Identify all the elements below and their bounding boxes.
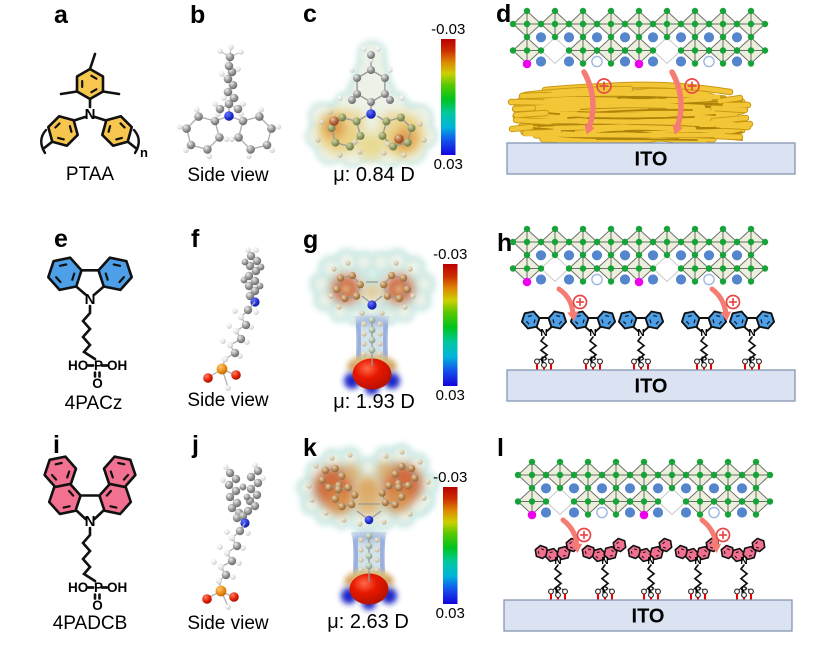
svg-text:HO: HO [68,358,88,373]
svg-text:f: f [191,225,200,253]
svg-text:ITO: ITO [635,376,668,398]
svg-text:d: d [496,0,511,28]
svg-text:Side view: Side view [187,165,269,186]
svg-text:ITO: ITO [635,149,668,171]
svg-text:Side view: Side view [187,390,269,411]
svg-text:0.03: 0.03 [436,605,465,622]
svg-text:-0.03: -0.03 [433,469,467,486]
svg-text:Side view: Side view [187,613,269,634]
svg-text:HO: HO [68,580,88,595]
svg-text:N: N [85,106,96,123]
svg-text:4PADCB: 4PADCB [53,613,128,634]
svg-text:0.03: 0.03 [436,387,465,404]
svg-text:OH: OH [107,358,127,373]
svg-text:-0.03: -0.03 [431,21,465,38]
svg-text:c: c [303,0,317,28]
svg-text:-0.03: -0.03 [433,246,467,263]
svg-text:4PACz: 4PACz [65,393,123,414]
svg-text:n: n [140,145,148,160]
svg-text:μ: 0.84 D: μ: 0.84 D [333,164,415,186]
svg-text:e: e [54,225,68,253]
svg-text:OH: OH [107,580,127,595]
svg-text:g: g [303,226,318,254]
svg-text:PTAA: PTAA [66,164,115,185]
svg-text:μ: 2.63 D: μ: 2.63 D [327,611,409,633]
svg-text:j: j [191,431,199,459]
svg-text:0.03: 0.03 [434,156,463,173]
svg-text:k: k [303,434,317,462]
svg-text:l: l [497,434,504,462]
svg-text:O: O [92,598,103,613]
svg-text:a: a [54,1,69,29]
svg-text:μ: 1.93 D: μ: 1.93 D [333,391,415,413]
svg-text:i: i [53,431,60,459]
svg-text:b: b [190,1,205,29]
svg-text:O: O [92,376,103,391]
svg-text:ITO: ITO [632,606,665,628]
